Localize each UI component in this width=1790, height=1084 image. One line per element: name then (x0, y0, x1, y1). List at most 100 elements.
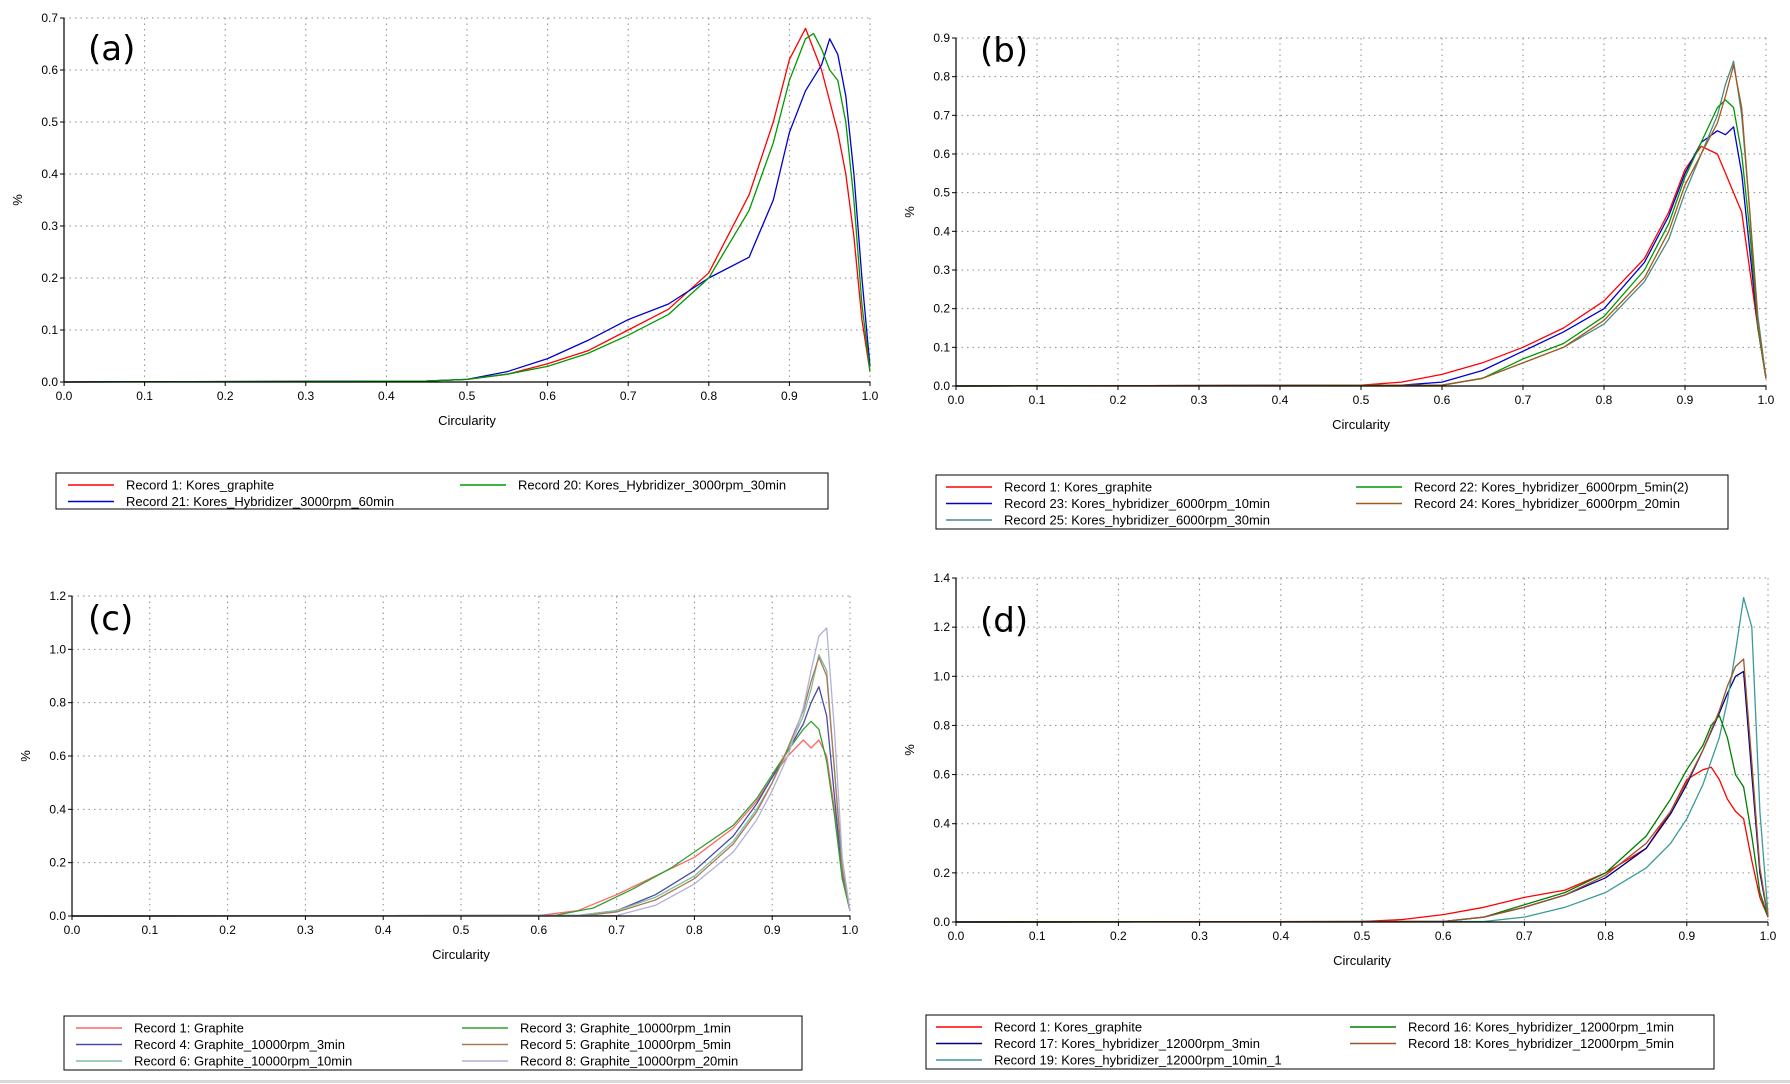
x-tick-label: 0.0 (948, 393, 965, 407)
y-tick-label: 0.6 (933, 768, 950, 782)
y-tick-label: 1.2 (49, 589, 66, 603)
series-line-1 (955, 145, 1767, 387)
series-line-2 (955, 126, 1767, 387)
legend-entry: Record 3: Graphite_10000rpm_1min (520, 1021, 731, 1036)
y-axis-label: % (18, 750, 33, 762)
y-tick-label: 0.3 (933, 263, 950, 277)
x-tick-label: 0.8 (1597, 929, 1614, 943)
legend-entry: Record 8: Graphite_10000rpm_20min (520, 1054, 738, 1069)
x-tick-label: 0.4 (1272, 393, 1289, 407)
x-tick-label: 0.2 (219, 923, 236, 937)
x-tick-label: 1.0 (862, 389, 879, 403)
legend-entry: Record 1: Kores_graphite (994, 1020, 1142, 1035)
legend-entry: Record 4: Graphite_10000rpm_3min (134, 1037, 345, 1052)
x-tick-label: 0.5 (453, 923, 470, 937)
y-tick-label: 0.5 (933, 186, 950, 200)
legend-entry: Record 1: Kores_graphite (126, 478, 274, 493)
panel-label: (d) (980, 601, 1028, 641)
y-tick-label: 0.2 (933, 866, 950, 880)
series-line-6 (71, 627, 851, 917)
x-tick-label: 0.6 (530, 923, 547, 937)
y-tick-label: 0.1 (41, 323, 58, 337)
series-line-2 (71, 686, 851, 917)
y-tick-label: 0.7 (41, 11, 58, 25)
series-line-2 (63, 38, 871, 383)
x-tick-label: 0.9 (1678, 929, 1695, 943)
legend-entry: Record 5: Graphite_10000rpm_5min (520, 1037, 731, 1052)
x-tick-label: 0.7 (1515, 393, 1532, 407)
series-line-3 (63, 32, 871, 383)
y-tick-label: 0.3 (41, 219, 58, 233)
x-tick-label: 1.0 (1758, 393, 1775, 407)
panel-label: (a) (88, 29, 135, 69)
y-tick-label: 0.4 (41, 167, 58, 181)
y-tick-label: 0.2 (933, 302, 950, 316)
x-axis-label: Circularity (432, 947, 490, 962)
legend-entry: Record 23: Kores_hybridizer_6000rpm_10mi… (1004, 496, 1270, 511)
y-tick-label: 0.0 (933, 379, 950, 393)
x-tick-label: 0.8 (700, 389, 717, 403)
x-tick-label: 0.4 (1272, 929, 1289, 943)
legend-entry: Record 1: Graphite (134, 1021, 244, 1036)
y-tick-label: 0.0 (49, 909, 66, 923)
legend-entry: Record 21: Kores_Hybridizer_3000rpm_60mi… (126, 494, 394, 509)
series-line-2 (955, 670, 1769, 923)
y-tick-label: 0.6 (933, 147, 950, 161)
x-tick-label: 0.1 (1029, 393, 1046, 407)
y-tick-label: 0.2 (49, 856, 66, 870)
legend-box (935, 474, 1729, 530)
y-tick-label: 0.6 (49, 749, 66, 763)
series-line-5 (955, 64, 1767, 387)
series-line-5 (955, 658, 1769, 923)
legend-entry: Record 20: Kores_Hybridizer_3000rpm_30mi… (518, 478, 786, 493)
series-line-5 (71, 656, 851, 917)
chart-panel-3: 0.0 0.1 0.2 0.3 0.4 0.5 0.6 0.7 0.8 0.9 1.0 0.0 0.2 0… (18, 589, 859, 1071)
x-tick-label: 0.7 (620, 389, 637, 403)
y-tick-label: 1.4 (933, 571, 950, 585)
x-tick-label: 0.5 (1354, 929, 1371, 943)
x-tick-label: 0.2 (217, 389, 234, 403)
y-tick-label: 0.8 (933, 70, 950, 84)
x-tick-label: 0.1 (1029, 929, 1046, 943)
y-tick-label: 1.0 (49, 642, 66, 656)
x-axis-label: Circularity (1333, 953, 1391, 968)
chart-panel-4: 0.0 0.1 0.2 0.3 0.4 0.5 0.6 0.7 0.8 0.9 1.0 0.0 0.2 0… (902, 571, 1777, 1070)
legend-entry: Record 1: Kores_graphite (1004, 480, 1152, 495)
x-tick-label: 0.9 (781, 389, 798, 403)
y-tick-label: 0.2 (41, 271, 58, 285)
legend-entry: Record 25: Kores_hybridizer_6000rpm_30mi… (1004, 513, 1270, 528)
x-tick-label: 0.6 (1434, 393, 1451, 407)
x-tick-label: 0.2 (1110, 929, 1127, 943)
legend-entry: Record 17: Kores_hybridizer_12000rpm_3mi… (994, 1036, 1260, 1051)
y-tick-label: 0.5 (41, 115, 58, 129)
x-tick-label: 0.2 (1110, 393, 1127, 407)
x-tick-label: 0.4 (375, 923, 392, 937)
chart-panel-1: 0.0 0.1 0.2 0.3 0.4 0.5 0.6 0.7 0.8 0.9 1.0 0.0 0.1 0… (10, 11, 879, 510)
y-tick-label: 0.1 (933, 340, 950, 354)
legend-entry: Record 16: Kores_hybridizer_12000rpm_1mi… (1408, 1020, 1674, 1035)
legend-entry: Record 18: Kores_hybridizer_12000rpm_5mi… (1408, 1036, 1674, 1051)
y-tick-label: 0.7 (933, 108, 950, 122)
x-axis-label: Circularity (438, 413, 496, 428)
x-tick-label: 1.0 (842, 923, 859, 937)
series-line-4 (955, 99, 1767, 387)
x-tick-label: 0.8 (1596, 393, 1613, 407)
y-tick-label: 1.0 (933, 669, 950, 683)
x-tick-label: 0.3 (297, 389, 314, 403)
legend-box (925, 1014, 1715, 1070)
chart-panel-2: 0.0 0.1 0.2 0.3 0.4 0.5 0.6 0.7 0.8 0.9 1.0 0.0 0.1 0… (902, 31, 1775, 530)
y-tick-label: 0.8 (49, 696, 66, 710)
panel-label: (b) (980, 31, 1028, 71)
x-tick-label: 0.4 (378, 389, 395, 403)
x-tick-label: 0.9 (764, 923, 781, 937)
legend-box (63, 1015, 803, 1071)
x-tick-label: 0.3 (297, 923, 314, 937)
x-tick-label: 0.6 (539, 389, 556, 403)
x-tick-label: 0.6 (1435, 929, 1452, 943)
x-tick-label: 0.0 (56, 389, 73, 403)
x-tick-label: 0.0 (64, 923, 81, 937)
legend-box (55, 472, 829, 510)
x-tick-label: 0.1 (136, 389, 153, 403)
y-tick-label: 0.4 (49, 802, 66, 816)
y-tick-label: 0.0 (933, 915, 950, 929)
